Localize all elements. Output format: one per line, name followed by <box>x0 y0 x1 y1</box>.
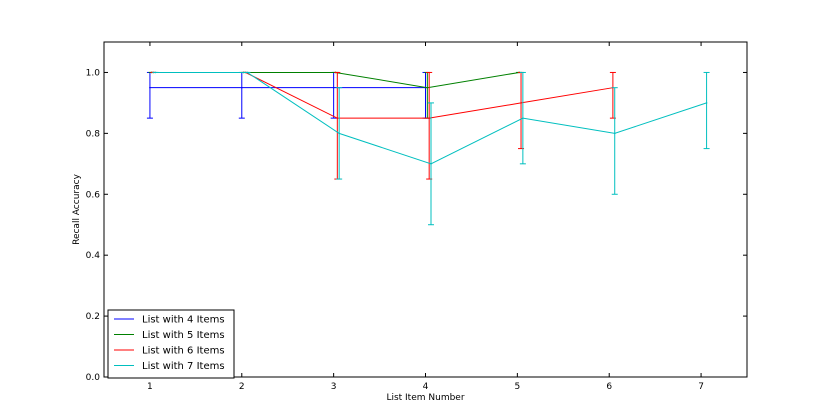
y-tick-label: 0.4 <box>86 251 101 261</box>
data-point <box>428 117 430 119</box>
legend-label: List with 6 Items <box>142 346 225 357</box>
legend-items: List with 4 Items List with 5 Items List w… <box>114 315 225 372</box>
x-tick-label: 7 <box>698 382 704 392</box>
data-point <box>705 102 708 104</box>
data-point <box>154 71 157 74</box>
ticks-layer: 1 2 3 4 5 6 7 0.0 0.2 0.4 0.6 0.8 1.0 <box>86 42 747 392</box>
y-axis-label: Recall Accuracy <box>72 173 82 244</box>
legend-label: List with 7 Items <box>142 361 225 372</box>
x-tick-label: 5 <box>514 382 520 392</box>
data-point <box>522 117 524 119</box>
data-point <box>426 86 429 89</box>
data-point <box>613 132 616 135</box>
x-tick-label: 6 <box>606 382 612 392</box>
series-2 <box>148 71 523 119</box>
x-tick-label: 4 <box>423 382 429 392</box>
legend-item: List with 6 Items <box>114 346 225 357</box>
data-point <box>430 163 432 165</box>
y-tick-label: 0.6 <box>86 190 101 200</box>
y-tick-label: 0.8 <box>86 129 101 139</box>
data-point <box>149 86 151 89</box>
y-tick-label: 0.0 <box>86 373 101 383</box>
data-point <box>246 71 249 74</box>
series-1 <box>146 71 429 119</box>
legend-item: List with 7 Items <box>114 361 225 372</box>
legend-item: List with 4 Items <box>114 315 225 326</box>
data-point <box>520 102 522 104</box>
series-4 <box>152 71 710 226</box>
y-tick-label: 0.2 <box>86 312 100 322</box>
x-tick-label: 2 <box>239 382 245 392</box>
data-point <box>338 132 340 135</box>
data-point <box>336 117 339 119</box>
x-tick-label: 1 <box>147 382 153 392</box>
y-tick-label: 1.0 <box>86 68 101 78</box>
series-line <box>153 71 613 119</box>
legend-label: List with 5 Items <box>142 330 225 341</box>
legend-label: List with 4 Items <box>142 315 225 326</box>
data-point <box>240 86 243 89</box>
x-axis-label: List Item Number <box>386 393 464 403</box>
x-tick-label: 3 <box>331 382 337 392</box>
data-point <box>332 86 335 89</box>
legend-item: List with 5 Items <box>114 330 225 341</box>
legend-box <box>107 309 235 379</box>
series-layer <box>146 71 710 226</box>
legend: List with 4 Items List with 5 Items List w… <box>107 309 235 379</box>
series-line <box>151 71 520 89</box>
